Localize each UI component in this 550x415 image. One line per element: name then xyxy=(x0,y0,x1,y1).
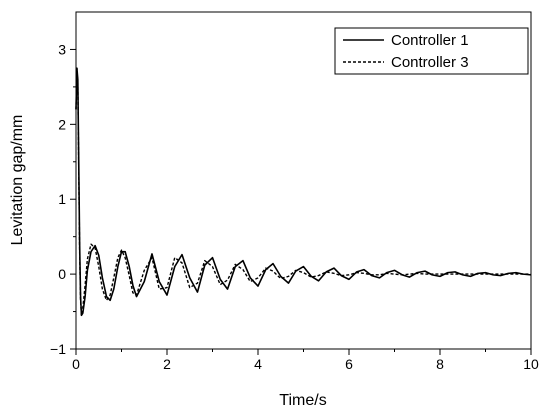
x-axis-title: Time/s xyxy=(279,392,326,409)
series-line-1 xyxy=(75,67,532,317)
axis-ticks xyxy=(70,48,532,355)
y-tick-label: 0 xyxy=(58,266,66,282)
series-line-2 xyxy=(75,67,531,316)
y-tick-label: 1 xyxy=(58,191,66,207)
axis-tick-labels: 0 2 4 6 8 10 −1 0 1 2 3 xyxy=(50,41,539,372)
y-axis-title: Levitation gap/mm xyxy=(9,115,26,246)
y-tick-label: 3 xyxy=(58,41,66,57)
x-tick-label: 8 xyxy=(436,356,444,372)
x-tick-label: 2 xyxy=(163,356,171,372)
legend: Controller 1 Controller 3 xyxy=(334,27,529,75)
series-layer xyxy=(75,67,532,317)
x-tick-label: 4 xyxy=(254,356,262,372)
x-tick-label: 10 xyxy=(523,356,539,372)
y-tick-label: −1 xyxy=(50,341,66,357)
x-tick-label: 0 xyxy=(72,356,80,372)
legend-label-series-2: Controller 3 xyxy=(391,54,469,71)
legend-label-series-1: Controller 1 xyxy=(391,32,469,49)
x-tick-label: 6 xyxy=(345,356,353,372)
legend-box xyxy=(334,27,529,75)
y-tick-label: 2 xyxy=(58,116,66,132)
